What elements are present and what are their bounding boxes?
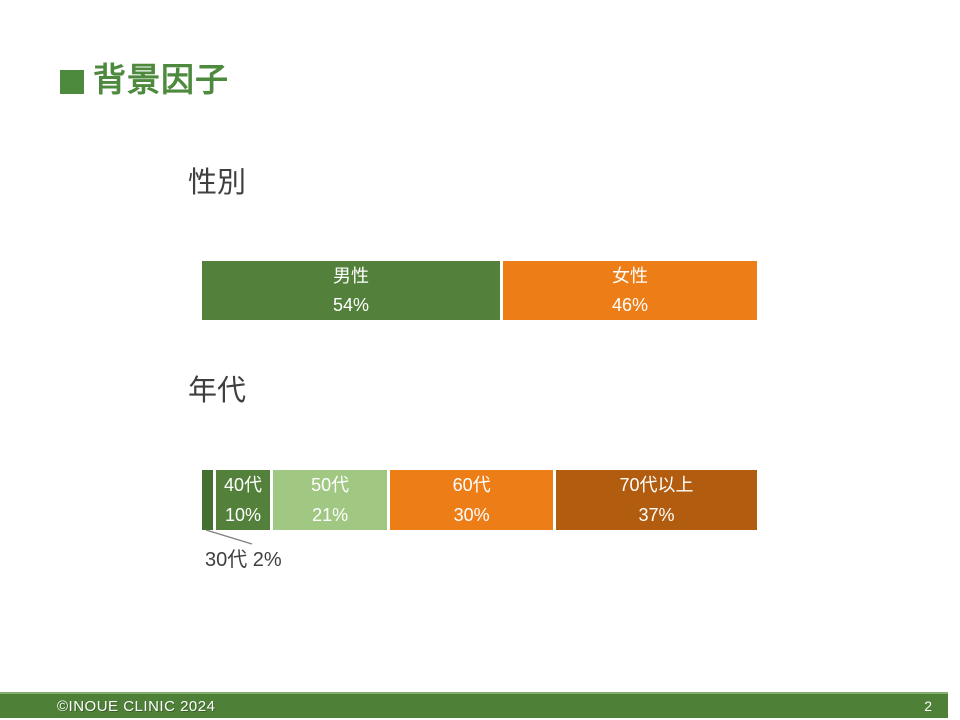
callout-label-30s: 30代 2% [205,549,282,571]
bar-segment-male: 男性 54% [202,261,501,320]
bar-segment-female: 女性 46% [503,261,757,320]
segment-value: 54% [333,295,370,316]
segment-value: 10% [224,505,262,525]
segment-value: 21% [312,505,349,525]
bar-segment-40s: 40代 10% [215,470,271,530]
segment-value: 46% [612,295,649,316]
segment-label: 50代 [311,475,350,495]
segment-label: 女性 [612,265,649,286]
bar-segment-30s [202,470,213,530]
segment-label: 70代以上 [619,475,694,495]
segment-label: 40代 [223,475,263,495]
slide-title-block: 背景因子 [60,61,229,98]
footer-copyright: ©INOUE CLINIC 2024 [57,697,216,715]
gender-stacked-bar: 男性 54% 女性 46% [202,261,757,320]
page-number: 2 [924,698,932,714]
section-label-age: 年代 [188,375,247,407]
bar-segment-60s: 60代 30% [390,470,554,530]
segment-label: 男性 [333,265,370,286]
bar-segment-70s-plus: 70代以上 37% [556,470,757,530]
title-bullet-square-icon [60,69,84,94]
footer-bar: ©INOUE CLINIC 2024 2 [0,692,948,718]
segment-label: 60代 [452,475,491,495]
segment-value: 37% [638,505,675,525]
section-label-gender: 性別 [188,167,247,199]
age-stacked-bar: 40代 10% 50代 21% 60代 30% 70代以上 37% [202,470,757,530]
segment-value: 30% [453,505,490,525]
callout-leader-line [205,529,253,545]
page-title: 背景因子 [93,61,229,98]
bar-segment-50s: 50代 21% [273,470,388,530]
